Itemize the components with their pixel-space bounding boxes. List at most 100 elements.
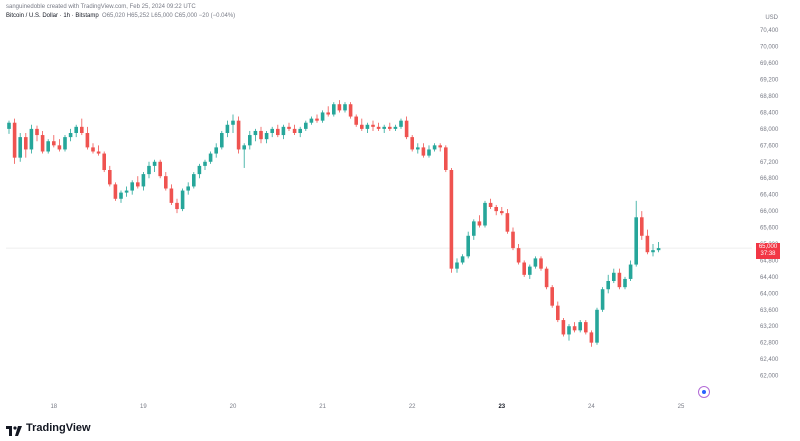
candle-body <box>522 262 526 275</box>
candle <box>651 244 655 257</box>
candle-body <box>63 137 67 150</box>
candle <box>46 139 50 154</box>
candle <box>488 198 493 210</box>
price-tick-label: 66,800 <box>760 176 779 182</box>
candle-body <box>57 145 62 150</box>
candle-body <box>304 122 308 129</box>
candle <box>533 256 538 269</box>
candle-body <box>102 153 106 170</box>
price-tick-label: 62,400 <box>760 357 779 363</box>
candle <box>7 120 11 134</box>
candles <box>7 100 661 347</box>
candle-body <box>455 262 459 269</box>
candle <box>388 122 392 131</box>
candle <box>12 118 17 164</box>
candle <box>645 229 650 255</box>
candle-body <box>432 145 437 150</box>
candle <box>567 324 571 341</box>
candle-body <box>595 309 599 343</box>
date-tick-label: 19 <box>140 404 147 410</box>
candle <box>180 188 185 212</box>
candle-body <box>544 268 549 288</box>
candle-body <box>298 128 302 133</box>
candle <box>214 143 218 158</box>
candle <box>108 165 112 187</box>
brand-name: TradingView <box>26 422 91 434</box>
price-tick-label: 67,200 <box>760 160 779 166</box>
candle-body <box>561 320 566 335</box>
candle-body <box>572 326 577 331</box>
candle <box>416 143 420 154</box>
price-tick-label: 70,000 <box>760 45 779 51</box>
candle <box>438 143 442 152</box>
candle-body <box>337 104 342 111</box>
candle <box>80 118 84 136</box>
candle <box>124 186 129 197</box>
candle-body <box>354 116 358 125</box>
goto-realtime-icon[interactable] <box>697 385 711 399</box>
candle <box>444 145 448 173</box>
candle-body <box>85 133 90 148</box>
candle <box>539 256 543 271</box>
candle-body <box>203 161 207 166</box>
candle <box>354 114 358 127</box>
candle <box>500 207 504 216</box>
candle-body <box>326 112 330 115</box>
candle-body <box>214 147 218 154</box>
candle <box>337 100 342 113</box>
candle-body <box>584 322 588 333</box>
last-price-label: 65,000 37:38 <box>756 243 780 260</box>
price-tick-label: 67,600 <box>760 143 779 149</box>
candle <box>147 161 151 179</box>
candle-body <box>52 141 56 146</box>
price-tick-label: 66,400 <box>760 193 779 199</box>
candle-body <box>208 153 213 162</box>
candle <box>186 182 190 195</box>
candle-body <box>158 161 162 177</box>
candle-body <box>46 141 50 152</box>
candle <box>393 124 398 131</box>
symbol-name[interactable]: Bitcoin / U.S. Dollar · 1h · Bitstamp <box>6 13 99 19</box>
candle <box>466 231 470 259</box>
currency-label[interactable]: USD <box>765 15 778 21</box>
candle-body <box>281 126 286 136</box>
time-axis: 18 19 20 21 22 23 24 25 <box>50 404 685 410</box>
candle <box>259 126 263 144</box>
candle <box>449 167 454 273</box>
candle-body <box>348 104 353 117</box>
candle-body <box>197 165 202 175</box>
candle <box>365 122 370 133</box>
tradingview-logo-icon <box>6 423 22 436</box>
candle-body <box>141 174 146 187</box>
candle-body <box>332 104 336 115</box>
candle-body <box>124 190 129 193</box>
candle <box>40 130 45 154</box>
price-tick-label: 62,000 <box>760 374 779 380</box>
candle-body <box>220 133 224 148</box>
candle-body <box>264 133 269 140</box>
candle-body <box>80 126 84 133</box>
candle <box>528 264 532 279</box>
date-tick-label: 24 <box>588 404 595 410</box>
candle-body <box>533 258 538 267</box>
candle <box>483 200 487 228</box>
candle-body <box>416 147 420 150</box>
candle <box>141 172 146 191</box>
candle-body <box>180 190 185 210</box>
candle <box>410 135 414 152</box>
candle-body <box>404 120 409 138</box>
candle-body <box>376 126 381 129</box>
candle-body <box>164 176 168 189</box>
candle-body <box>12 122 17 158</box>
candle-body <box>488 202 493 207</box>
candle-body <box>427 149 431 156</box>
candle <box>556 301 560 323</box>
price-tick-label: 70,400 <box>760 28 779 34</box>
candle <box>572 322 577 333</box>
candle <box>360 118 364 131</box>
price-tick-label: 62,800 <box>760 341 779 347</box>
candle <box>91 143 95 154</box>
candle-body <box>320 112 325 121</box>
candle-body <box>270 128 274 133</box>
